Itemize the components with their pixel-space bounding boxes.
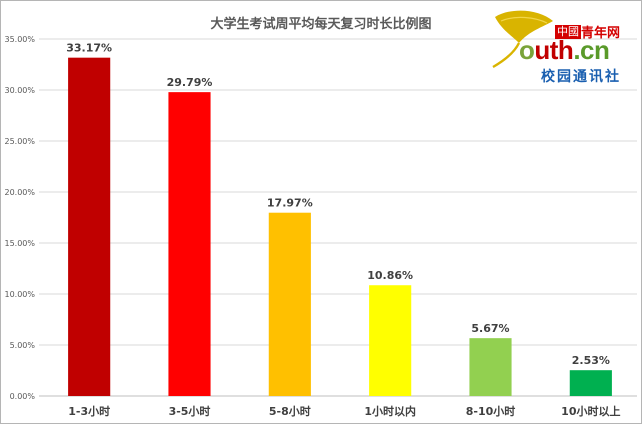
- bar: [469, 338, 512, 396]
- y-tick-label: 15.00%: [4, 239, 35, 248]
- y-tick-label: 35.00%: [4, 35, 35, 44]
- data-label: 33.17%: [66, 42, 112, 55]
- data-label: 10.86%: [367, 269, 413, 282]
- logo-uth: uth: [534, 35, 574, 65]
- x-tick-label: 10小时以上: [561, 404, 620, 418]
- logo-dot-cn: .cn: [573, 35, 610, 65]
- x-tick-label: 8-10小时: [466, 404, 516, 418]
- bars: [68, 57, 612, 396]
- bar: [268, 212, 311, 396]
- data-label: 17.97%: [267, 197, 313, 210]
- bar: [569, 370, 612, 396]
- y-tick-label: 0.00%: [10, 392, 36, 401]
- y-tick-label: 10.00%: [4, 290, 35, 299]
- y-tick-label: 25.00%: [4, 137, 35, 146]
- x-tick-label: 1-3小时: [68, 404, 110, 418]
- x-axis: 1-3小时 3-5小时 5-8小时 1小时以内 8-10小时 10小时以上: [68, 404, 620, 418]
- x-tick-label: 3-5小时: [169, 404, 211, 418]
- y-tick-label: 20.00%: [4, 188, 35, 197]
- data-labels: 33.17% 29.79% 17.97% 10.86% 5.67% 2.53%: [66, 42, 610, 368]
- x-tick-label: 1小时以内: [364, 404, 416, 418]
- y-tick-label: 30.00%: [4, 86, 35, 95]
- bar: [168, 92, 211, 396]
- bar: [369, 285, 412, 396]
- chart-title: 大学生考试周平均每天复习时长比例图: [210, 16, 431, 32]
- logo-top-text: 中國 青年网: [555, 21, 620, 41]
- y-axis: 0.00% 5.00% 10.00% 15.00% 20.00% 25.00% 30.00%…: [4, 35, 35, 401]
- logo-subtitle: 校园通讯社: [541, 69, 621, 85]
- data-label: 2.53%: [572, 354, 610, 367]
- data-label: 5.67%: [471, 322, 509, 335]
- logo-o: o: [519, 35, 535, 65]
- x-tick-label: 5-8小时: [269, 404, 311, 418]
- gridlines: [39, 38, 637, 397]
- y-tick-label: 5.00%: [10, 341, 36, 350]
- data-label: 29.79%: [167, 76, 213, 89]
- logo-youth-cn: outh.cn: [519, 35, 610, 65]
- logo-qingnianwang: 青年网: [581, 26, 621, 41]
- youth-cn-logo: 中國 青年网 outh.cn 校园通讯社: [489, 9, 633, 87]
- ginkgo-leaf-icon: [492, 10, 553, 69]
- logo-zhongguo: 中國: [555, 24, 581, 39]
- bar: [68, 57, 111, 396]
